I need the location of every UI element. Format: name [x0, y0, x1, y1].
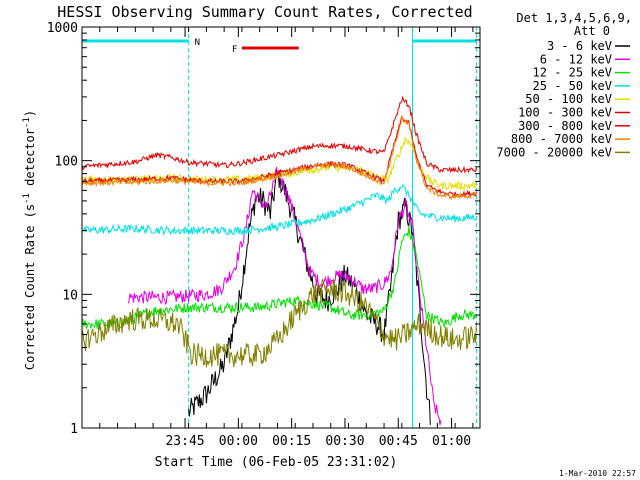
x-axis-label: Start Time (06-Feb-05 23:31:02)	[155, 455, 398, 470]
legend-label-0: 3 - 6 keV	[547, 39, 612, 53]
series-line-8	[82, 277, 477, 368]
series-line-1	[127, 166, 442, 426]
plot-area: NF	[82, 27, 477, 428]
flag-label-N: N	[195, 38, 200, 48]
y-axis-label-end: )	[23, 110, 37, 117]
axes: 1 10 100 1000 23:45 00:00 00:15 00:30 00:45 01:00	[47, 21, 481, 449]
chart-title: HESSI Observing Summary Count Rates, Cor…	[57, 3, 472, 21]
legend-label-5: 100 - 300 keV	[518, 106, 612, 120]
x-tick-label-5: 01:00	[432, 434, 471, 449]
series-line-0	[188, 169, 431, 426]
series-line-2	[82, 225, 477, 329]
y-axis-label-main: Corrected Count Rate (s	[23, 204, 37, 370]
y-tick-label-1: 10	[62, 288, 78, 303]
plot-frame	[81, 26, 481, 429]
legend-header-line-1: Det 1,3,4,5,6,9,	[516, 11, 632, 25]
plot-contents: NF	[82, 27, 477, 428]
y-axis-label-mid: detector	[23, 128, 37, 193]
y-tick-label-2: 100	[55, 155, 78, 170]
x-tick-label-1: 00:00	[219, 434, 258, 449]
legend-label-1: 6 - 12 keV	[540, 52, 612, 66]
x-tick-label-4: 00:45	[379, 434, 418, 449]
series-line-7	[82, 116, 477, 201]
flag-label-F: F	[232, 45, 237, 55]
x-tick-label-0: 23:45	[165, 434, 204, 449]
legend-label-4: 50 - 100 keV	[525, 92, 612, 106]
footer-timestamp: 1-Mar-2010 22:57	[559, 469, 636, 478]
series-line-5	[82, 95, 477, 174]
legend-label-7: 800 - 7000 keV	[511, 132, 612, 146]
legend-label-6: 300 - 800 keV	[518, 119, 612, 133]
x-tick-label-2: 00:15	[272, 434, 311, 449]
series-line-3	[82, 184, 477, 237]
legend-header-line-2: Att 0	[574, 24, 610, 38]
y-tick-label-3: 1000	[47, 21, 78, 36]
x-tick-label-3: 00:30	[325, 434, 364, 449]
y-tick-label-0: 1	[70, 422, 78, 437]
y-axis-label-sup1: -1	[22, 193, 32, 204]
y-axis-label-sup2: -1	[22, 117, 32, 128]
y-axis-label: Corrected Count Rate (s-1 detector-1)	[22, 110, 37, 370]
legend-label-3: 25 - 50 keV	[533, 79, 612, 93]
legend-label-2: 12 - 25 keV	[533, 66, 612, 80]
legend-label-8: 7000 - 20000 keV	[496, 145, 612, 159]
